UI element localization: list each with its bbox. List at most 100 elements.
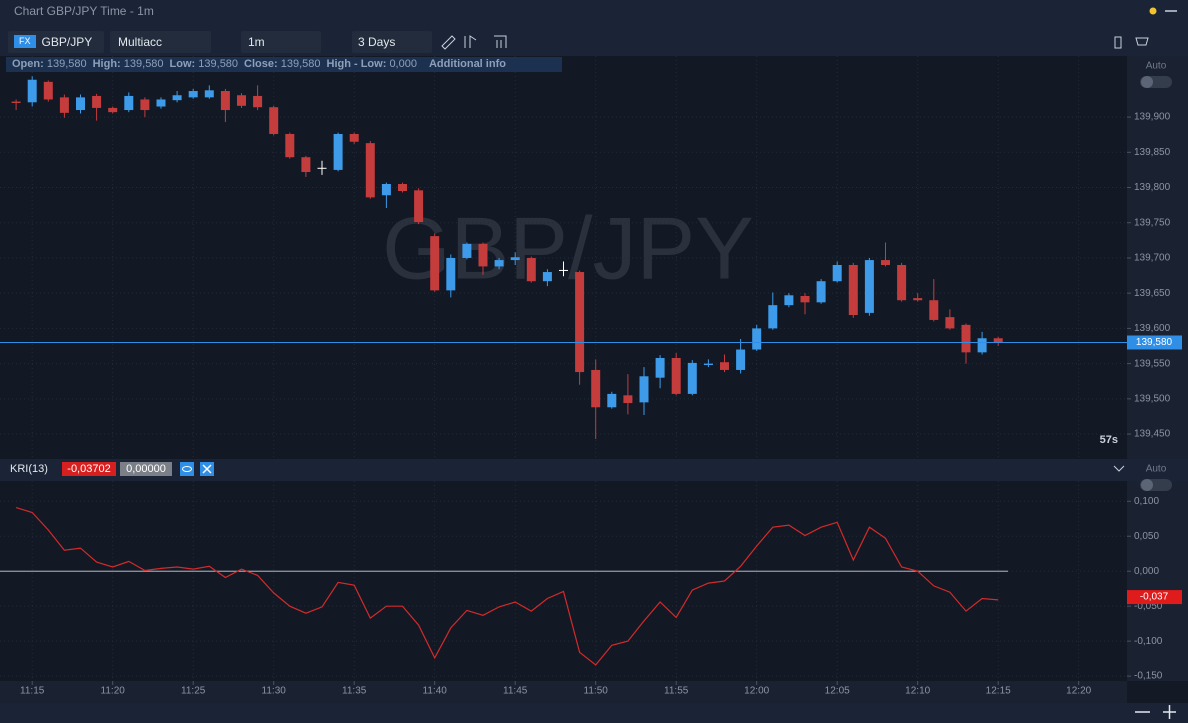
x-tick-label: 11:35 (342, 686, 367, 697)
close-icon (202, 464, 212, 474)
candle-body (591, 369, 601, 408)
candle-body (156, 99, 166, 107)
toggle-knob (1141, 479, 1153, 491)
info-value: 139,580 (123, 58, 164, 70)
candle-body (848, 265, 858, 316)
candle-body (237, 95, 246, 106)
candle-body (671, 357, 681, 394)
y-tick-label: -0,150 (1134, 671, 1163, 682)
info-value: 0,000 (389, 58, 417, 70)
candle-body (542, 272, 552, 282)
candle-body (285, 133, 295, 158)
indicator-value: 0,00000 (126, 463, 166, 475)
x-tick-label: 11:50 (584, 686, 609, 697)
candle-body (559, 269, 568, 271)
watermark: GBP/JPY (382, 198, 754, 297)
status-dot (1149, 7, 1157, 15)
candle-body (398, 183, 407, 192)
candle-body (752, 328, 762, 350)
info-label: High - Low: (326, 58, 387, 70)
info-item: Open: 139,580 (12, 58, 87, 70)
candle-body (768, 305, 778, 329)
candle-body (736, 349, 746, 370)
info-label: Close: (244, 58, 278, 70)
symbol: GBP/JPY (41, 35, 93, 49)
candle-body (816, 281, 826, 303)
price-pane (0, 56, 1127, 459)
indicator-value-box (62, 462, 116, 476)
fx-badge: FX (14, 35, 36, 48)
candle-body (655, 357, 665, 378)
visibility-button[interactable] (180, 462, 194, 476)
candle-body (977, 338, 987, 353)
info-item: Low: 139,580 (170, 58, 239, 70)
candle-body (945, 317, 955, 329)
candle-body (301, 157, 311, 173)
candle-body (11, 101, 21, 103)
last-value-box (1127, 590, 1182, 605)
indicator-axis (1127, 481, 1188, 681)
y-tick-label: 139,700 (1134, 253, 1171, 264)
auto-label: Auto (1146, 61, 1167, 72)
range-selector[interactable]: 3 Days (352, 31, 432, 53)
indicator-value-box (120, 462, 172, 476)
candle-body (317, 167, 327, 169)
candle-body (188, 91, 198, 98)
toolbar-icons[interactable] (441, 35, 1149, 50)
candle-body (784, 295, 794, 306)
collapse-icon[interactable] (1113, 465, 1125, 472)
indicator-line (15, 507, 999, 666)
account-selector[interactable]: Multiacc (110, 31, 211, 53)
candle-body (720, 362, 729, 370)
candle-body (607, 393, 617, 408)
x-tick-label: 11:45 (503, 686, 528, 697)
candle-body (108, 107, 118, 113)
indicator-name: KRI(13) (10, 463, 48, 475)
timeframe-selector[interactable]: 1m (241, 31, 321, 53)
y-tick-label: 139,500 (1134, 393, 1171, 404)
y-tick-label: 139,850 (1134, 147, 1171, 158)
window-title: Chart GBP/JPY Time - 1m (14, 4, 154, 18)
indicator-header (0, 459, 1188, 481)
additional-info[interactable]: Additional info (428, 58, 506, 70)
candle-body (864, 260, 874, 313)
info-value: 139,580 (280, 58, 321, 70)
info-label: Low: (169, 58, 196, 70)
countdown: 57s (1100, 434, 1118, 446)
candle-body (639, 376, 649, 403)
indicator-value: -0,03702 (67, 463, 110, 475)
y-tick-label: 139,550 (1134, 358, 1171, 369)
candle-body (414, 190, 424, 223)
y-tick-label: 0,000 (1134, 566, 1159, 577)
y-tick-label: 139,800 (1134, 182, 1171, 193)
x-tick-label: 11:40 (423, 686, 448, 697)
info-bar: Open: 139,580 High: 139,580 Low: 139,580 Cl… (6, 57, 562, 72)
x-tick-label: 12:20 (1066, 686, 1091, 697)
x-tick-label: 11:25 (181, 686, 206, 697)
candle-body (526, 257, 536, 282)
candle-body (27, 79, 37, 103)
time-axis (0, 681, 1127, 703)
y-tick-label: 139,900 (1134, 112, 1171, 123)
candle-body (59, 97, 69, 113)
info-label: High: (92, 58, 121, 70)
info-item: High - Low: 0,000 (327, 58, 417, 70)
x-tick-label: 11:30 (262, 686, 287, 697)
candle-body (703, 363, 713, 366)
candle-body (76, 97, 85, 111)
auto-label: Auto (1146, 464, 1167, 475)
zoom-buttons[interactable] (1135, 705, 1176, 719)
candle-body (269, 107, 279, 134)
x-tick-label: 11:20 (101, 686, 126, 697)
bottom-bar (0, 703, 1188, 723)
candle-body (881, 260, 890, 265)
y-tick-label: 139,750 (1134, 217, 1171, 228)
candle-body (494, 260, 504, 267)
info-value: 139,580 (46, 58, 87, 70)
x-tick-label: 12:10 (905, 686, 930, 697)
last-price-box (1127, 335, 1182, 350)
candle-body (43, 81, 53, 100)
symbol-selector[interactable]: FX GBP/JPY (8, 31, 104, 53)
candle-body (478, 243, 488, 267)
